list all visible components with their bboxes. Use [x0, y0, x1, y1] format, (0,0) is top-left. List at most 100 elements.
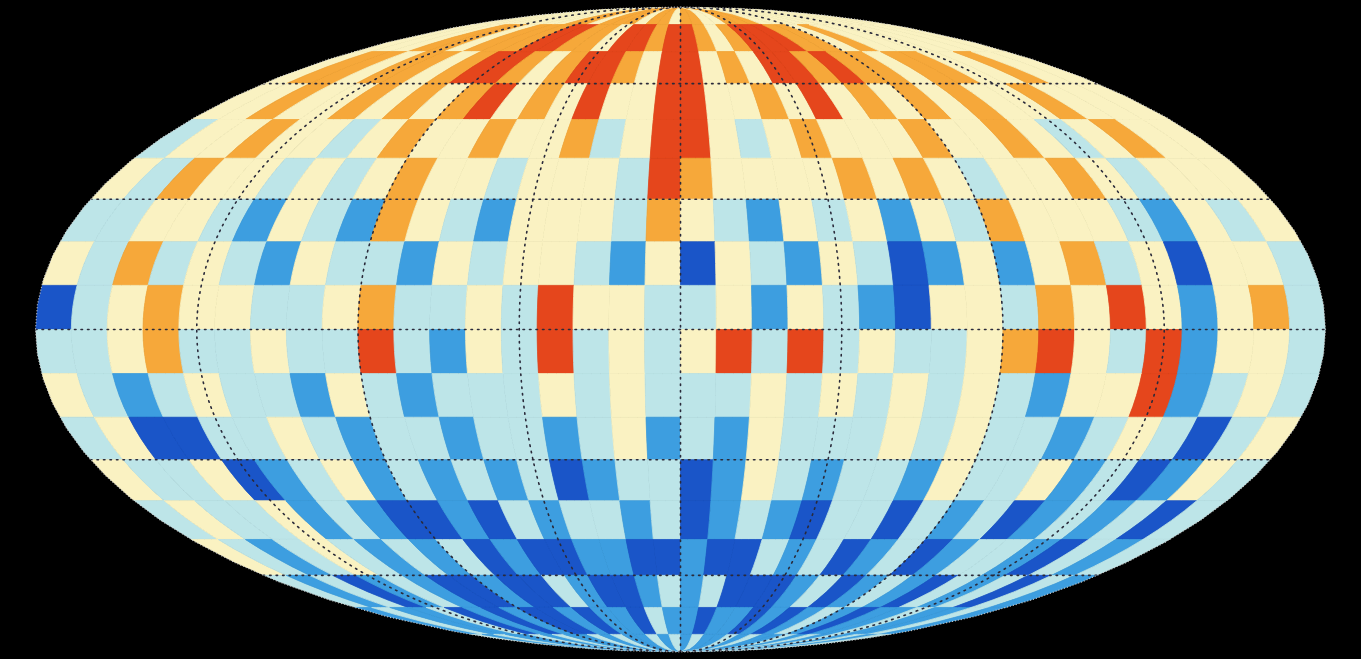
cell	[787, 285, 824, 329]
cell	[646, 199, 680, 242]
cell	[1000, 285, 1039, 329]
cell	[1106, 330, 1146, 374]
cell	[539, 242, 578, 286]
cell	[286, 330, 325, 374]
cell	[1143, 501, 1227, 540]
cell	[711, 158, 746, 199]
cell	[482, 7, 681, 25]
cell	[858, 285, 896, 329]
cell	[929, 330, 967, 374]
cell	[681, 7, 891, 25]
cell	[1075, 539, 1170, 575]
cell	[626, 539, 657, 575]
cell	[179, 330, 219, 374]
cell	[574, 242, 612, 286]
cell	[711, 460, 746, 501]
cell	[645, 374, 680, 418]
cell	[574, 374, 612, 418]
cell	[681, 634, 891, 652]
cell	[681, 199, 715, 242]
cell	[681, 120, 711, 159]
cell	[893, 285, 931, 329]
cell	[482, 634, 681, 652]
cell	[587, 7, 680, 25]
cell	[626, 84, 657, 120]
cell	[432, 374, 474, 418]
cell	[887, 374, 929, 418]
cell	[36, 330, 78, 374]
cell	[537, 330, 574, 374]
cell	[430, 330, 468, 374]
cell	[466, 330, 504, 374]
cell	[929, 285, 967, 329]
cell	[322, 285, 361, 329]
cell	[107, 285, 148, 329]
cell	[681, 634, 868, 652]
parallel	[90, 198, 1270, 200]
cell	[681, 634, 880, 652]
cell	[143, 330, 184, 374]
cell	[71, 285, 112, 329]
cell	[716, 285, 752, 329]
cell	[1071, 285, 1111, 329]
cell	[215, 285, 255, 329]
cell	[713, 417, 749, 460]
cell	[662, 607, 680, 634]
cell	[251, 330, 291, 374]
cell	[749, 374, 787, 418]
cell	[749, 242, 787, 286]
cell	[681, 374, 716, 418]
cell	[879, 607, 1008, 634]
cell	[787, 330, 824, 374]
cell	[653, 539, 680, 575]
cell	[564, 7, 681, 25]
cell	[662, 25, 680, 52]
cell	[681, 330, 717, 374]
parallel	[90, 459, 1270, 461]
cell	[517, 634, 681, 652]
cell	[1248, 285, 1289, 329]
cell	[653, 84, 680, 120]
cell	[432, 242, 474, 286]
cell	[394, 285, 432, 329]
cell	[251, 285, 291, 329]
cell	[989, 575, 1098, 607]
cell	[989, 52, 1098, 84]
cell	[887, 242, 929, 286]
cell	[358, 285, 397, 329]
cell	[1142, 330, 1182, 374]
cell	[964, 285, 1003, 329]
cell	[539, 374, 578, 418]
cell	[1267, 374, 1320, 418]
cell	[746, 199, 784, 242]
cell	[657, 575, 680, 607]
cell	[1143, 120, 1227, 159]
cell	[681, 417, 715, 460]
cell	[529, 634, 681, 652]
map	[0, 0, 1361, 659]
cell	[681, 501, 711, 540]
cell	[681, 460, 714, 501]
cell	[648, 158, 681, 199]
cell	[494, 634, 681, 652]
meridian	[681, 7, 1165, 652]
cell	[1071, 330, 1111, 374]
cell	[1284, 330, 1326, 374]
cell	[494, 7, 681, 25]
cell	[610, 242, 647, 286]
cell	[645, 7, 680, 25]
cell	[657, 52, 680, 84]
cell	[650, 501, 680, 540]
parallel	[263, 575, 1098, 577]
cell	[1248, 330, 1289, 374]
cell	[577, 199, 615, 242]
background	[0, 0, 1361, 659]
cell	[681, 539, 708, 575]
cell	[179, 285, 219, 329]
cell	[358, 330, 397, 374]
cell	[893, 330, 931, 374]
cell	[681, 158, 714, 199]
cell	[971, 575, 1074, 607]
cell	[612, 417, 648, 460]
cell	[615, 158, 650, 199]
